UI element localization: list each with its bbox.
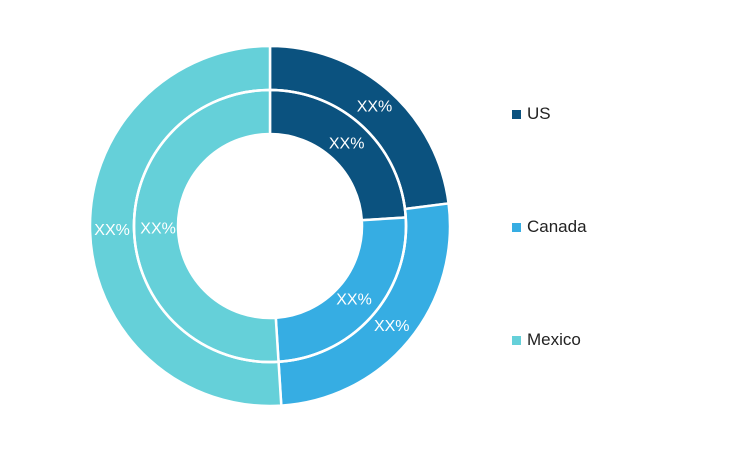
legend-swatch-us — [512, 109, 521, 119]
legend-item-mexico: Mexico — [512, 330, 581, 350]
inner-label-us: XX% — [329, 136, 365, 153]
legend-label-mexico: Mexico — [527, 330, 581, 349]
legend-label-canada: Canada — [527, 217, 587, 236]
inner-label-canada: XX% — [336, 291, 372, 308]
outer-label-us: XX% — [357, 99, 393, 116]
legend-item-canada: Canada — [512, 217, 587, 237]
legend-swatch-mexico — [512, 335, 521, 345]
legend-label-us: US — [527, 104, 551, 123]
inner-label-mexico: XX% — [140, 221, 176, 238]
ring-separator — [132, 88, 408, 364]
legend-swatch-canada — [512, 222, 521, 232]
outer-label-mexico: XX% — [94, 222, 130, 239]
outer-label-canada: XX% — [374, 318, 410, 335]
legend-item-us: US — [512, 104, 551, 124]
